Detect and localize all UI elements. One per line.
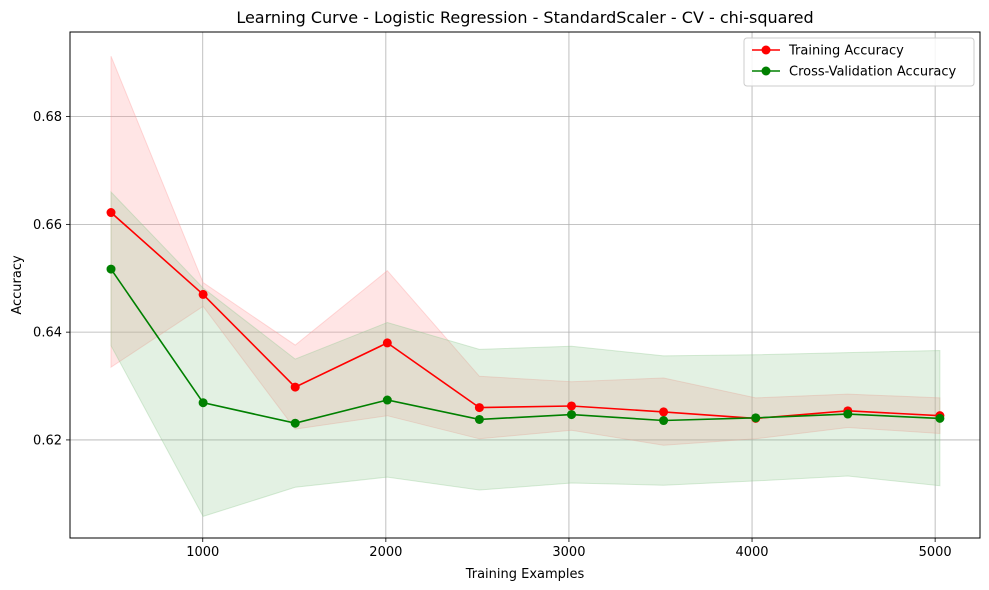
series-line-1 [110,268,940,425]
data-point [382,395,392,405]
data-point [751,413,761,423]
legend-marker [761,66,771,76]
std-band-1 [110,190,941,518]
legend-marker [761,45,771,55]
data-point [659,416,669,426]
y-tick-label: 0.68 [33,110,62,125]
y-axis-label: Accuracy [10,255,25,315]
x-tick-label: 3000 [552,545,585,560]
plot-frame [69,31,981,539]
data-point [106,208,116,218]
grid [70,32,980,538]
std-bands [110,56,941,518]
plot-area [69,31,981,539]
legend-label: Cross-Validation Accuracy [789,65,957,80]
y-tick-label: 0.64 [33,326,62,341]
series-points [106,208,945,428]
x-tick-label: 1000 [186,545,219,560]
series-lines [110,211,940,425]
x-tick-label: 4000 [735,545,768,560]
data-point [198,289,208,299]
chart-title: Learning Curve - Logistic Regression - S… [236,8,813,27]
x-axis-label: Training Examples [465,567,585,582]
legend-label: Training Accuracy [788,44,904,59]
data-point [198,398,208,408]
y-tick-label: 0.66 [33,218,62,233]
data-point [474,414,484,424]
data-point [567,410,577,420]
series-line-0 [110,211,940,420]
data-point [659,407,669,417]
legend: Training Accuracy Cross-Validation Accura… [743,37,975,87]
x-tick-label: 5000 [919,545,952,560]
legend-box [743,37,975,87]
x-tick-label: 2000 [369,545,402,560]
x-axis-ticks: 1000 2000 3000 4000 5000 [186,538,952,560]
y-tick-label: 0.62 [33,433,62,448]
data-point [843,409,853,419]
std-band-0 [110,56,941,446]
data-point [290,418,300,428]
data-point [382,338,392,348]
data-point [290,382,300,392]
data-point [106,264,116,274]
data-point [567,401,577,411]
data-point [935,413,945,423]
data-point [474,403,484,413]
y-axis-ticks: 0.62 0.64 0.66 0.68 [33,110,70,448]
